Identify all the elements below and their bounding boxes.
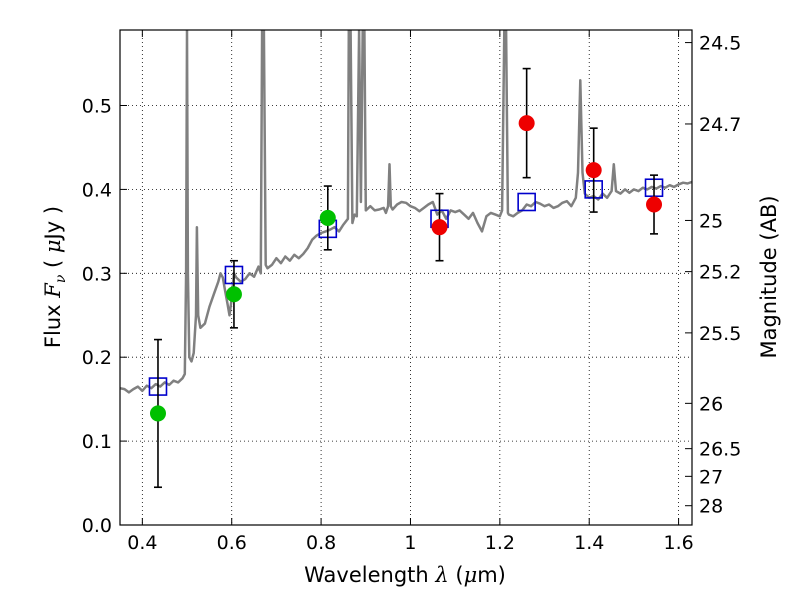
y-tick-label: 0.5 bbox=[82, 96, 112, 118]
observed-point bbox=[149, 405, 166, 422]
x-tick-label: 1.2 bbox=[485, 532, 515, 554]
y-tick-label: 0.1 bbox=[82, 431, 112, 453]
observed-point bbox=[319, 209, 336, 226]
y2-tick-label: 24.5 bbox=[699, 33, 741, 55]
y2-tick-label: 26 bbox=[699, 393, 723, 415]
y-tick-label: 0.4 bbox=[82, 179, 112, 201]
x-tick-label: 1.6 bbox=[663, 532, 693, 554]
observed-point bbox=[431, 219, 448, 236]
y2-tick-label: 26.5 bbox=[699, 439, 741, 461]
y-tick-label: 0.0 bbox=[82, 515, 112, 537]
y-tick-label: 0.2 bbox=[82, 347, 112, 369]
model-point bbox=[517, 192, 536, 212]
plot-frame bbox=[119, 29, 693, 526]
y2-tick-label: 25.5 bbox=[699, 323, 741, 345]
observed-point bbox=[518, 115, 535, 132]
y2-axis-label: Magnitude (AB) bbox=[757, 195, 781, 358]
plot-area bbox=[120, 30, 692, 489]
x-axis-label: Wavelength λ (μm) bbox=[304, 563, 506, 587]
y2-tick-label: 27 bbox=[699, 466, 723, 488]
y2-tick-label: 25.2 bbox=[699, 262, 741, 284]
x-tick-label: 0.4 bbox=[127, 532, 157, 554]
observed-point bbox=[585, 162, 602, 179]
y2-tick-label: 28 bbox=[699, 496, 723, 518]
y2-tick-label: 24.7 bbox=[699, 114, 741, 136]
observed-point bbox=[646, 196, 663, 213]
y2-tick-label: 25 bbox=[699, 210, 723, 232]
y-tick-label: 0.3 bbox=[82, 263, 112, 285]
y-axis-label: Flux Fν ( μJy ) bbox=[41, 206, 69, 348]
x-tick-label: 1 bbox=[404, 532, 416, 554]
x-tick-label: 1.4 bbox=[574, 532, 604, 554]
x-tick-label: 0.8 bbox=[306, 532, 336, 554]
spectrum-line bbox=[120, 30, 692, 394]
axes: 0.4 0.6 0.8 1 1.2 1.4 1.6 0.0 0.1 0.2 0.3 0.4 0.5 24.… bbox=[82, 29, 741, 554]
x-tick-label: 0.6 bbox=[217, 532, 247, 554]
observed-point bbox=[225, 286, 242, 303]
